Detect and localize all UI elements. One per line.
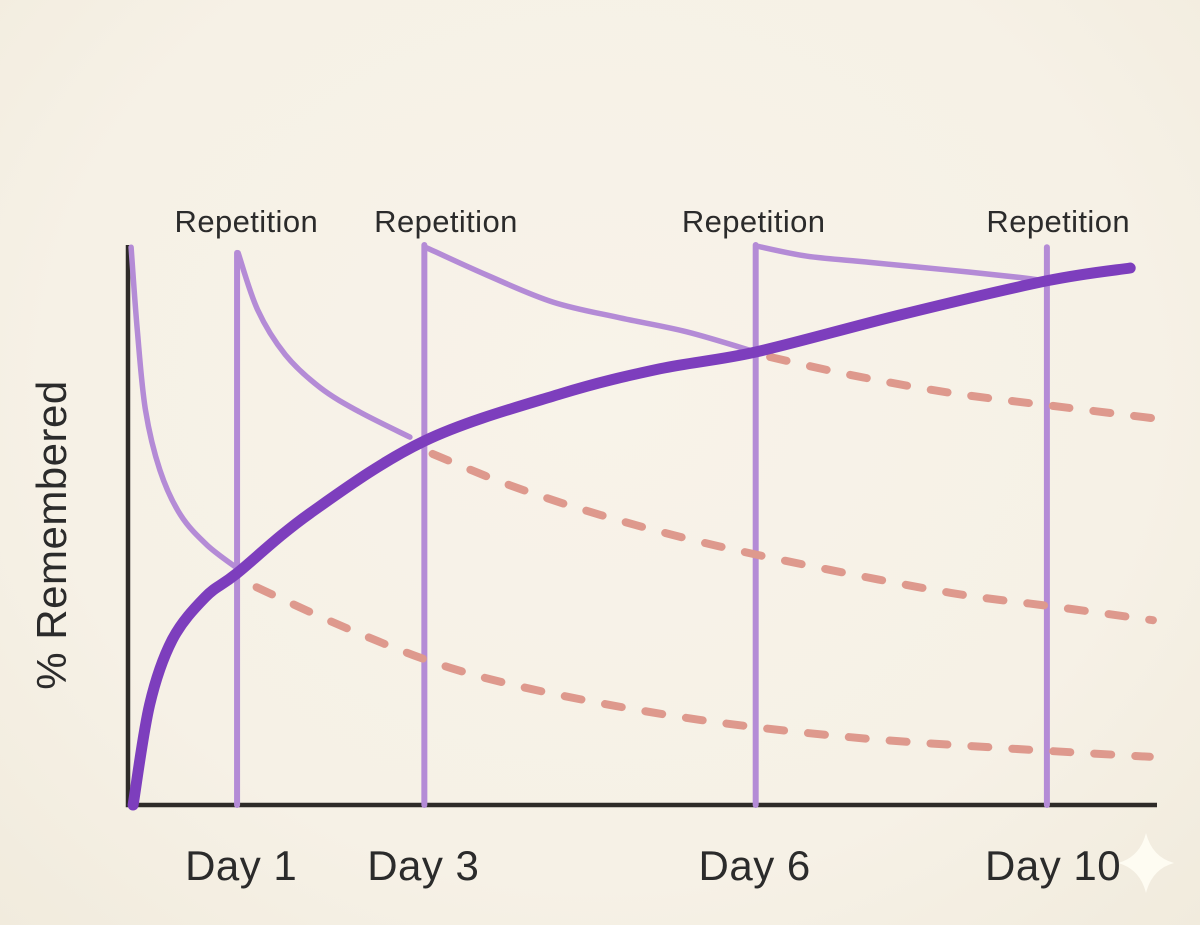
y-axis-label: % Remembered	[28, 380, 75, 690]
x-tick-label-2: Day 3	[367, 842, 480, 889]
retention-with-spaced-repetition	[127, 262, 1136, 811]
repetition-label-1: Repetition	[174, 204, 319, 239]
repetition-label-2: Repetition	[374, 204, 518, 239]
forgetting-curve-initial	[128, 244, 240, 571]
forgetting-curve-after-repetition-1	[235, 250, 413, 440]
projected-forgetting-from-repetition-1	[252, 583, 1154, 761]
x-tick-label-3: Day 6	[698, 842, 811, 889]
forgetting-curve-after-repetition-2	[422, 244, 759, 355]
x-tick-label-4: Day 10	[985, 842, 1122, 889]
sparkle-icon	[1118, 833, 1174, 893]
forgetting-curve-after-repetition-3	[753, 243, 1048, 284]
projected-forgetting-from-repetition-3	[766, 353, 1170, 424]
repetition-label-4: Repetition	[986, 204, 1130, 239]
repetition-label-3: Repetition	[681, 204, 826, 239]
x-tick-label-1: Day 1	[185, 842, 298, 889]
projected-forgetting-from-repetition-2	[428, 449, 1157, 625]
